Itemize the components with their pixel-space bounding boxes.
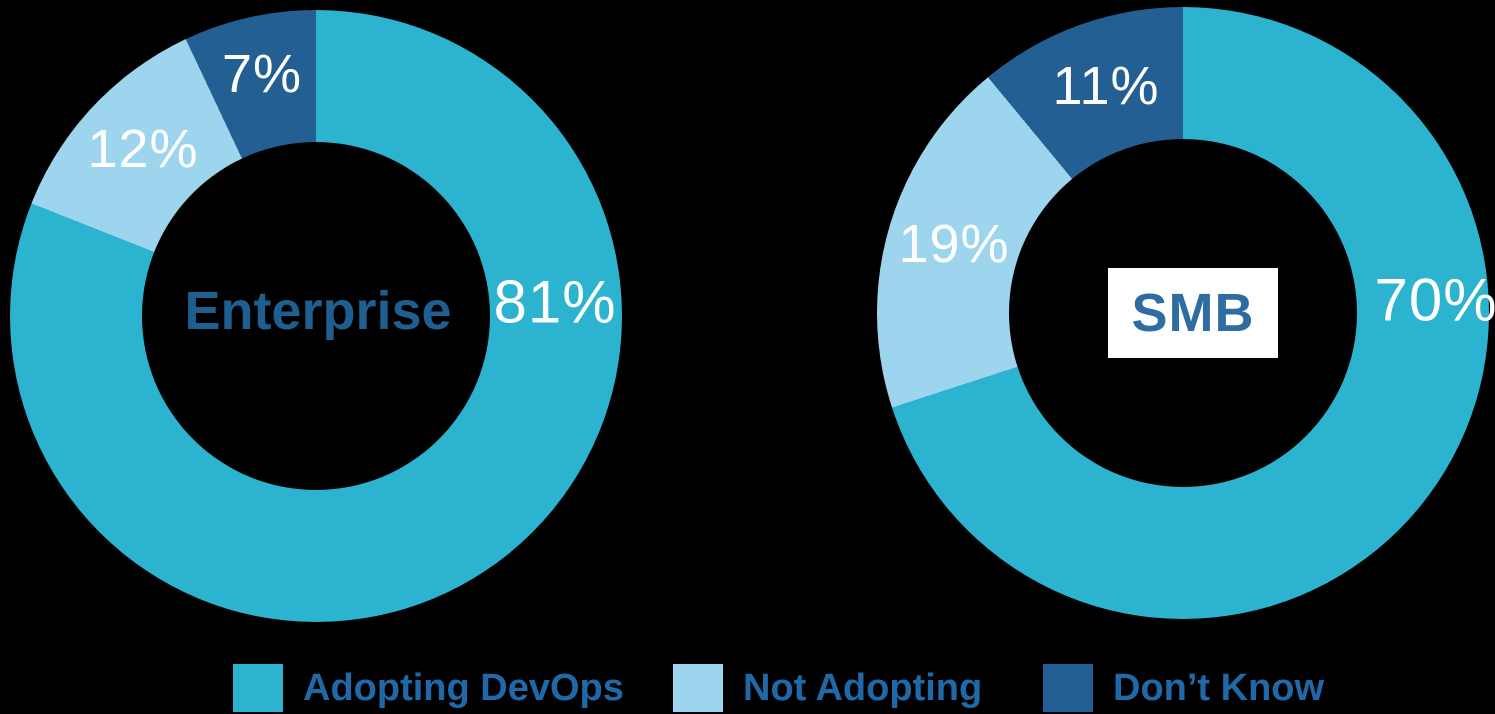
smb-dont-know-value: 11% <box>1052 56 1160 116</box>
smb-not-adopting-value: 19% <box>898 214 1010 274</box>
legend-label-not-adopting: Not Adopting <box>743 666 983 709</box>
enterprise-not-adopting-value: 12% <box>87 119 199 179</box>
enterprise-center-label: Enterprise <box>184 281 452 341</box>
enterprise-donut-hole <box>142 142 490 490</box>
smb-center-label: SMB <box>1131 283 1255 343</box>
legend-item-not-adopting: Not Adopting <box>673 664 982 712</box>
enterprise-dont-know-value: 7% <box>221 44 303 104</box>
legend-label-adopting-devops: Adopting DevOps <box>303 666 624 709</box>
enterprise-adopting-devops-value: 81% <box>493 268 617 336</box>
legend-label-dont-know: Don’t Know <box>1113 666 1325 709</box>
smb-adopting-devops-value: 70% <box>1374 266 1495 334</box>
legend-swatch-adopting-devops <box>233 664 283 712</box>
legend-swatch-dont-know <box>1043 664 1093 712</box>
smb-center-label-box: SMB <box>1108 268 1278 358</box>
legend-swatch-not-adopting <box>673 664 723 712</box>
legend-item-adopting-devops: Adopting DevOps <box>233 664 624 712</box>
legend-item-dont-know: Don’t Know <box>1043 664 1324 712</box>
